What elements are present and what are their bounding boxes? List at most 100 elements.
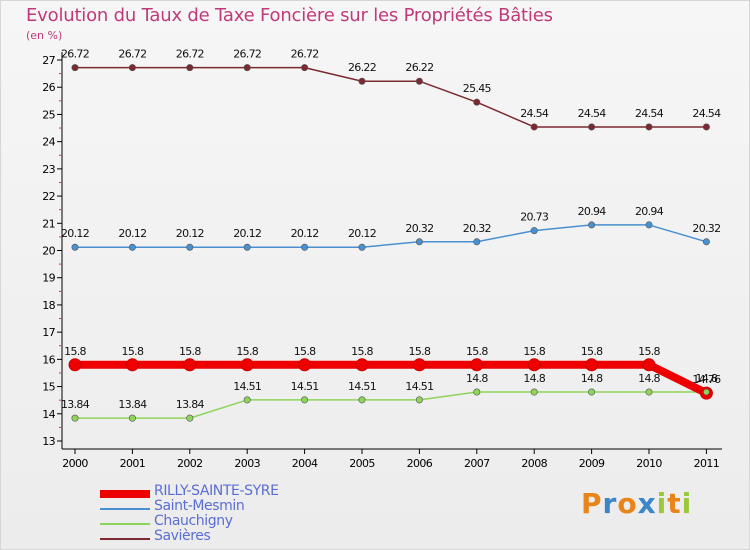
legend-label-savieres: Savières xyxy=(154,528,211,544)
logo-letter: P xyxy=(581,487,603,520)
data-label-savieres: 26.72 xyxy=(233,48,261,61)
chart-title: Evolution du Taux de Taxe Foncière sur l… xyxy=(26,5,553,26)
x-tick-label: 2002 xyxy=(177,457,203,470)
legend-swatch-savieres xyxy=(100,538,150,540)
y-tick-label: 19 xyxy=(42,272,55,285)
data-point-savieres xyxy=(702,123,710,131)
y-tick-label: 15 xyxy=(42,381,55,394)
x-tick-label: 2010 xyxy=(636,457,662,470)
series-line-savieres xyxy=(74,66,708,128)
data-label-rilly-sainte-syre: 15.8 xyxy=(581,345,603,358)
data-label-saint-mesmin: 20.12 xyxy=(233,227,261,240)
x-tick-label: 2003 xyxy=(234,457,260,470)
data-label-savieres: 24.54 xyxy=(635,107,664,120)
data-label-savieres: 26.72 xyxy=(176,48,204,61)
data-point-chauchigny xyxy=(588,388,596,396)
data-point-rilly-sainte-syre xyxy=(412,358,426,372)
unit-label: (en %) xyxy=(26,29,63,42)
data-label-chauchigny: 14.51 xyxy=(348,380,376,393)
data-label-rilly-sainte-syre: 15.8 xyxy=(294,345,316,358)
y-tick-label: 17 xyxy=(42,326,55,339)
data-point-chauchigny xyxy=(645,388,653,396)
legend-label-rilly: RILLY-SAINTE-SYRE xyxy=(154,483,279,499)
data-label-chauchigny: 14.8 xyxy=(523,372,545,385)
y-tick-label: 26 xyxy=(42,81,55,94)
data-point-rilly-sainte-syre xyxy=(68,358,82,372)
data-label-rilly-sainte-syre: 15.8 xyxy=(122,345,144,358)
x-tick-label: 2008 xyxy=(521,457,547,470)
data-label-rilly-sainte-syre: 15.8 xyxy=(409,345,431,358)
data-point-savieres xyxy=(358,77,366,85)
y-tick-label: 14 xyxy=(42,408,55,421)
series-line-saint-mesmin xyxy=(74,224,708,248)
data-point-savieres xyxy=(128,64,136,72)
data-point-rilly-sainte-syre xyxy=(642,358,656,372)
series-line-chauchigny xyxy=(74,391,708,419)
data-point-rilly-sainte-syre xyxy=(355,358,369,372)
data-label-chauchigny: 14.51 xyxy=(233,380,261,393)
data-point-saint-mesmin xyxy=(645,221,653,229)
data-point-saint-mesmin xyxy=(530,227,538,235)
data-label-rilly-sainte-syre: 15.8 xyxy=(64,345,86,358)
data-label-savieres: 25.45 xyxy=(463,82,492,95)
data-point-rilly-sainte-syre xyxy=(470,358,484,372)
data-point-chauchigny xyxy=(358,396,366,404)
y-tick-label: 20 xyxy=(42,245,55,258)
logo-letter: i xyxy=(681,487,693,520)
logo-letter: o xyxy=(617,487,638,520)
data-point-saint-mesmin xyxy=(186,243,194,251)
data-label-saint-mesmin: 20.12 xyxy=(176,227,204,240)
x-tick-label: 2001 xyxy=(120,457,146,470)
data-label-chauchigny: 13.84 xyxy=(118,398,147,411)
data-label-chauchigny: 14.8 xyxy=(466,372,488,385)
data-point-chauchigny xyxy=(243,396,251,404)
data-label-savieres: 26.72 xyxy=(61,48,89,61)
data-label-chauchigny: 14.51 xyxy=(291,380,319,393)
data-point-rilly-sainte-syre xyxy=(527,358,541,372)
data-label-rilly-sainte-syre: 15.8 xyxy=(466,345,488,358)
data-label-chauchigny: 14.51 xyxy=(405,380,433,393)
data-point-savieres xyxy=(243,64,251,72)
logo-letter: x xyxy=(637,487,657,520)
x-tick-label: 2005 xyxy=(349,457,375,470)
y-tick-label: 25 xyxy=(42,108,55,121)
data-label-chauchigny: 14.8 xyxy=(638,372,660,385)
data-point-savieres xyxy=(588,123,596,131)
data-label-saint-mesmin: 20.12 xyxy=(61,227,89,240)
data-label-saint-mesmin: 20.32 xyxy=(463,222,491,235)
data-point-chauchigny xyxy=(473,388,481,396)
proxiti-logo: Proxiti xyxy=(581,487,692,520)
data-label-chauchigny: 14.8 xyxy=(696,372,718,385)
data-label-rilly-sainte-syre: 15.8 xyxy=(179,345,201,358)
y-tick-label: 22 xyxy=(42,190,55,203)
data-point-savieres xyxy=(530,123,538,131)
data-point-savieres xyxy=(71,64,79,72)
y-tick-label: 27 xyxy=(42,54,55,67)
data-point-rilly-sainte-syre xyxy=(183,358,197,372)
data-label-savieres: 24.54 xyxy=(520,107,549,120)
data-label-savieres: 24.54 xyxy=(578,107,607,120)
data-label-chauchigny: 13.84 xyxy=(61,398,90,411)
data-label-saint-mesmin: 20.73 xyxy=(520,211,549,224)
y-tick-label: 16 xyxy=(42,353,55,366)
series-line-rilly-sainte-syre xyxy=(71,360,711,398)
x-tick-label: 2000 xyxy=(62,457,88,470)
data-label-savieres: 26.72 xyxy=(118,48,146,61)
data-point-saint-mesmin xyxy=(702,238,710,246)
legend-label-chauchigny: Chauchigny xyxy=(154,513,233,529)
y-tick-label: 24 xyxy=(42,136,55,149)
data-point-chauchigny xyxy=(301,396,309,404)
data-point-savieres xyxy=(645,123,653,131)
data-label-saint-mesmin: 20.12 xyxy=(348,227,376,240)
data-label-savieres: 26.22 xyxy=(405,61,433,74)
data-point-saint-mesmin xyxy=(358,243,366,251)
data-label-chauchigny: 14.8 xyxy=(581,372,603,385)
logo-letter: r xyxy=(602,487,618,520)
data-point-savieres xyxy=(186,64,194,72)
data-label-saint-mesmin: 20.32 xyxy=(405,222,433,235)
data-point-saint-mesmin xyxy=(301,243,309,251)
data-label-savieres: 26.72 xyxy=(291,48,319,61)
data-point-savieres xyxy=(415,77,423,85)
